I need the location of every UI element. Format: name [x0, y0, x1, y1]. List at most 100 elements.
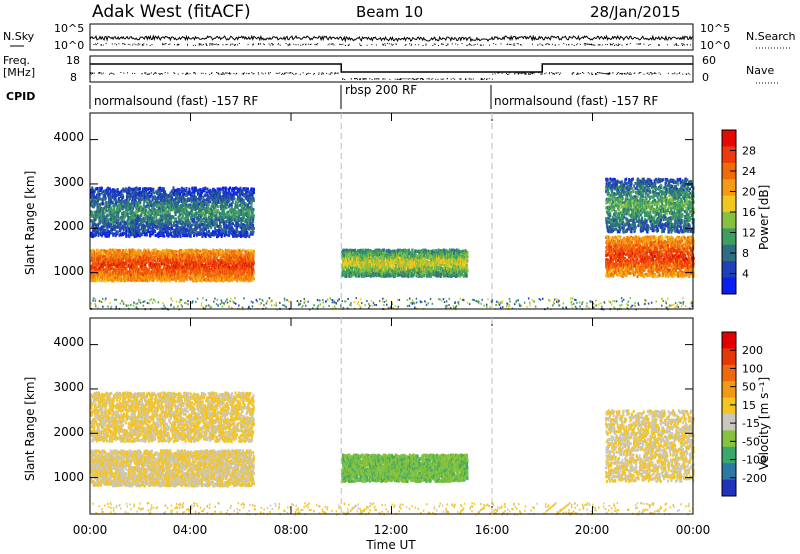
- nave-dot: [284, 73, 285, 74]
- nave-dot: [399, 79, 400, 80]
- nsearch-dot: [510, 44, 511, 45]
- echo-cell: [92, 267, 94, 270]
- nsky-line: [90, 36, 693, 48]
- nsearch-dot: [435, 44, 436, 45]
- nave-dot: [218, 73, 219, 74]
- echo-cell: [175, 279, 177, 282]
- nave-dot: [459, 79, 460, 80]
- nsearch-dot: [469, 43, 470, 44]
- nsearch-dot: [489, 45, 490, 46]
- nave-dot: [572, 73, 573, 74]
- nsearch-dot: [230, 45, 231, 46]
- nsearch-dot: [572, 44, 573, 45]
- nsearch-dot: [467, 45, 468, 46]
- nave-dot: [531, 73, 532, 74]
- nsearch-dot: [644, 44, 645, 45]
- nave-dot: [211, 72, 212, 73]
- nsearch-dot: [168, 44, 169, 45]
- nsearch-dot: [216, 44, 217, 45]
- nave-dot: [92, 73, 93, 74]
- echo-cell: [105, 197, 107, 200]
- nave-dot: [498, 73, 499, 74]
- nave-dot: [624, 73, 625, 74]
- nave-dot: [94, 73, 95, 74]
- nave-dot: [607, 73, 608, 74]
- echo-cell: [253, 250, 255, 253]
- nave-dot: [572, 74, 573, 75]
- nsearch-dot: [116, 44, 117, 45]
- nsearch-dot: [142, 45, 143, 46]
- nave-dot: [326, 73, 327, 74]
- nave-dot: [162, 74, 163, 75]
- echo-cell: [181, 262, 183, 265]
- nave-dot: [216, 72, 217, 73]
- nave-dot: [382, 79, 383, 80]
- nsearch-dot: [552, 44, 553, 45]
- freq-unit: [MHz]: [3, 66, 35, 79]
- nsearch-dot: [493, 43, 494, 44]
- nsearch-dot: [514, 43, 515, 44]
- nsearch-dot: [675, 44, 676, 45]
- cpid-segment-2: rbsp 200 RF: [345, 83, 417, 97]
- echo-cell: [186, 277, 188, 280]
- nsearch-dot: [447, 44, 448, 45]
- nsearch-dot: [209, 43, 210, 44]
- nave-dot: [577, 73, 578, 74]
- echo-cell: [106, 209, 108, 212]
- nave-dot: [465, 79, 466, 80]
- echo-cell: [139, 229, 141, 232]
- nave-dot: [194, 72, 195, 73]
- nsearch-dot: [471, 45, 472, 46]
- nsearch-dot: [367, 45, 368, 46]
- nsearch-dot: [640, 43, 641, 44]
- nave-dot: [414, 79, 415, 80]
- nave-dot: [159, 73, 160, 74]
- nsearch-dot: [298, 44, 299, 45]
- nave-dot: [630, 74, 631, 75]
- nsearch-dot: [332, 44, 333, 45]
- nave-dot: [167, 73, 168, 74]
- nave-dot: [674, 73, 675, 74]
- nave-dot: [123, 73, 124, 74]
- nave-dot: [242, 73, 243, 74]
- nave-dot: [319, 72, 320, 73]
- nave-dot: [517, 73, 518, 74]
- nsearch-dot: [568, 44, 569, 45]
- nave-dot: [441, 79, 442, 80]
- nave-dot: [549, 72, 550, 73]
- nsearch-dot: [239, 43, 240, 44]
- nsearch-dot: [223, 44, 224, 45]
- nsearch-dot: [409, 43, 410, 44]
- nsearch-dot: [405, 45, 406, 46]
- nave-dot: [100, 72, 101, 73]
- nave-dot: [447, 78, 448, 79]
- nave-dot: [307, 73, 308, 74]
- nsearch-dot: [507, 44, 508, 45]
- nave-dot: [251, 72, 252, 73]
- nave-dot: [201, 73, 202, 74]
- nave-dot: [495, 73, 496, 74]
- nsearch-dot: [611, 44, 612, 45]
- echo-cell: [252, 265, 254, 268]
- nave-dot: [538, 72, 539, 73]
- nsearch-dot: [587, 44, 588, 45]
- nsearch-dot: [342, 44, 343, 45]
- nsearch-dot: [122, 43, 123, 44]
- nsearch-dot: [614, 45, 615, 46]
- echo-cell: [144, 228, 146, 231]
- nsearch-dot: [622, 45, 623, 46]
- nsearch-dot: [248, 44, 249, 45]
- nave-dot: [560, 73, 561, 74]
- nave-dot: [416, 79, 417, 80]
- nave-dot: [484, 78, 485, 79]
- nsearch-dot: [296, 44, 297, 45]
- nsearch-dot: [125, 44, 126, 45]
- nave-dot: [290, 72, 291, 73]
- nsearch-dot: [389, 43, 390, 44]
- nsearch-dot: [542, 45, 543, 46]
- nsearch-dot: [150, 45, 151, 46]
- cpid-segment-1: normalsound (fast) -157 RF: [94, 94, 258, 108]
- nave-dot: [101, 74, 102, 75]
- nave-dot: [644, 74, 645, 75]
- nsearch-dot: [290, 44, 291, 45]
